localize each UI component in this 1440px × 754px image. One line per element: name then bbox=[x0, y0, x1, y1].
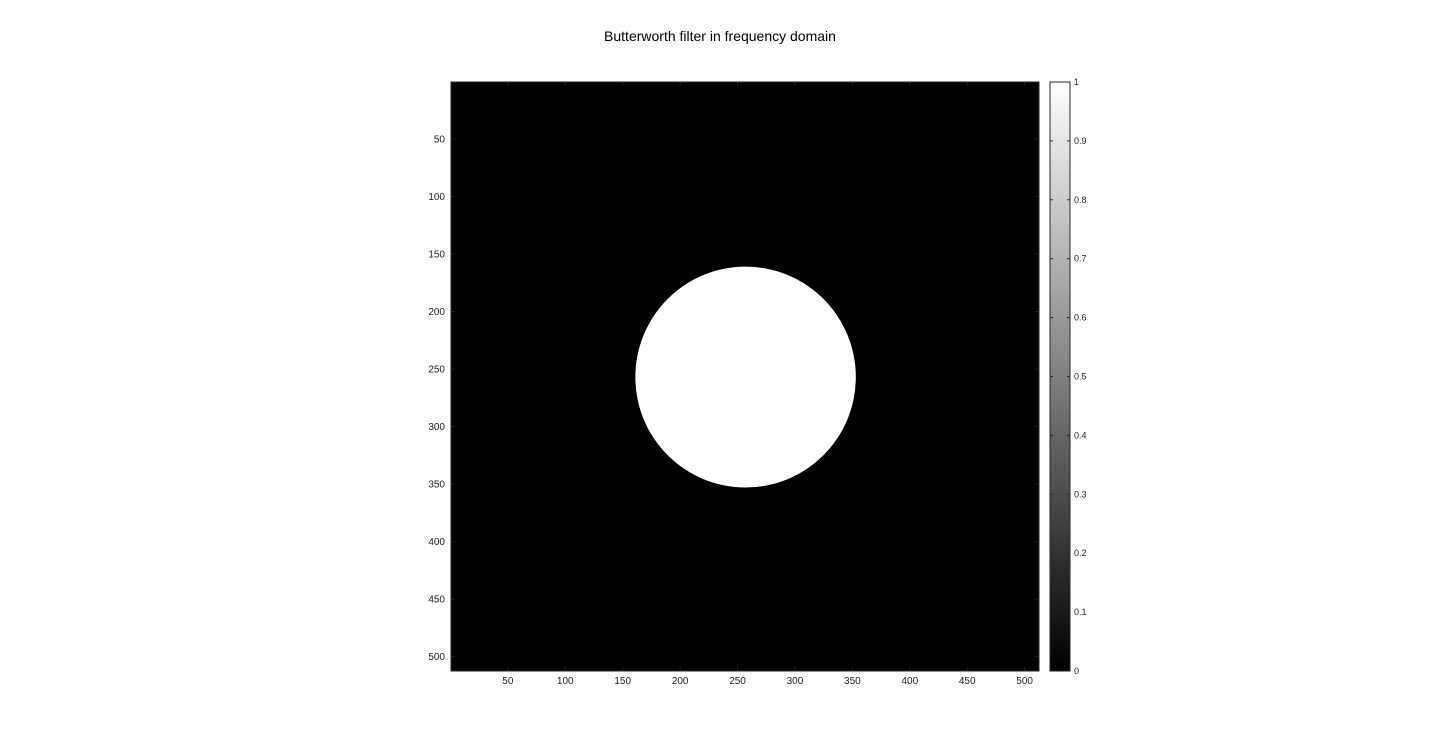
x-tick-label: 150 bbox=[614, 676, 631, 687]
filter-passband-disk bbox=[635, 266, 856, 488]
colorbar-tick-label: 0.2 bbox=[1074, 548, 1087, 558]
y-tick-label: 250 bbox=[428, 365, 445, 376]
x-tick-label: 250 bbox=[729, 676, 746, 687]
y-tick-label: 200 bbox=[428, 307, 445, 318]
colorbar-tick-label: 0.7 bbox=[1074, 254, 1087, 264]
colorbar-tick-label: 0 bbox=[1074, 666, 1079, 676]
colorbar-tick-label: 0.5 bbox=[1074, 372, 1087, 382]
x-tick-label: 400 bbox=[901, 676, 918, 687]
colorbar-tick-label: 0.9 bbox=[1074, 136, 1087, 146]
axes-frame bbox=[450, 81, 1040, 672]
colorbar: 0 0.1 0.2 0.3 0.4 0.5 0.6 0.7 0.8 0.9 1 bbox=[1049, 77, 1087, 676]
y-tick-label: 150 bbox=[428, 249, 445, 260]
colorbar-tick-label: 0.8 bbox=[1074, 195, 1087, 205]
x-tick-label: 500 bbox=[1016, 676, 1033, 687]
x-tick-label: 300 bbox=[787, 676, 804, 687]
x-tick-label: 450 bbox=[959, 676, 976, 687]
colorbar-tick-label: 0.3 bbox=[1074, 489, 1087, 499]
chart-title: Butterworth filter in frequency domain bbox=[604, 28, 836, 44]
heatmap-axes: 50 100 150 200 250 300 350 400 450 500 50 100 150 20… bbox=[428, 81, 1040, 687]
colorbar-frame bbox=[1049, 81, 1071, 672]
colorbar-gradient bbox=[1050, 82, 1070, 671]
colorbar-tick-label: 0.4 bbox=[1074, 430, 1087, 440]
y-tick-label: 450 bbox=[428, 595, 445, 606]
colorbar-tick-label: 0.1 bbox=[1074, 607, 1087, 617]
y-tick-label: 400 bbox=[428, 537, 445, 548]
y-tick-label: 100 bbox=[428, 192, 445, 203]
x-tick-label: 100 bbox=[557, 676, 574, 687]
y-tick-label: 300 bbox=[428, 422, 445, 433]
x-tick-label: 50 bbox=[502, 676, 514, 687]
colorbar-tick-label: 0.6 bbox=[1074, 313, 1087, 323]
y-tick-label: 350 bbox=[428, 480, 445, 491]
colorbar-tick-label: 1 bbox=[1074, 77, 1079, 87]
x-tick-label: 350 bbox=[844, 676, 861, 687]
y-tick-label: 500 bbox=[428, 652, 445, 663]
x-tick-label: 200 bbox=[672, 676, 689, 687]
y-tick-label: 50 bbox=[434, 134, 446, 145]
